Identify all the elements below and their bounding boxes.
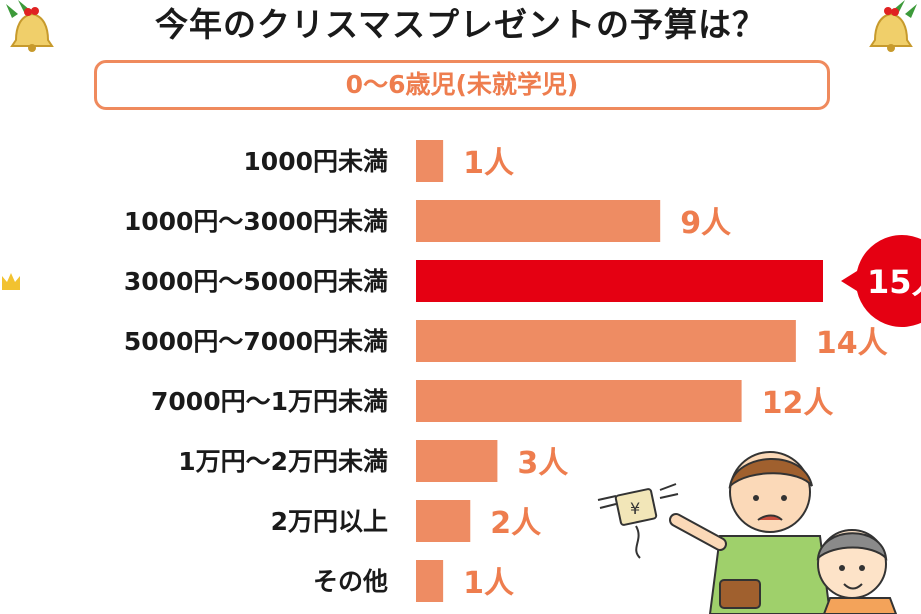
bar — [416, 440, 498, 482]
crown-icon — [2, 273, 20, 290]
chart-subtitle: 0〜6歳児(未就学児) — [94, 60, 830, 110]
data-label: 1人 — [463, 146, 514, 181]
data-label: 12人 — [762, 386, 834, 421]
data-label: 9人 — [680, 206, 731, 241]
data-label: 15人 — [867, 263, 921, 301]
category-label: 1000円未満 — [243, 147, 388, 176]
data-label: 14人 — [816, 326, 888, 361]
svg-text:¥: ¥ — [630, 499, 640, 518]
bar — [416, 320, 796, 362]
bar — [416, 200, 661, 242]
data-label: 3人 — [517, 446, 568, 481]
bar — [416, 140, 444, 182]
category-label: 1万円〜2万円未満 — [178, 447, 388, 476]
category-label: その他 — [313, 567, 388, 596]
value-callout — [841, 235, 921, 327]
bar — [416, 260, 823, 302]
category-label: 7000円〜1万円未満 — [151, 387, 388, 416]
chart-title: 今年のクリスマスプレゼントの予算は？ — [154, 5, 766, 44]
bell-icon — [6, 0, 54, 52]
bar-chart: 1000円未満 1人 1000円〜3000円未満 9人 3000円〜5000円未満 15人… — [2, 140, 921, 602]
category-label: 5000円〜7000円未満 — [124, 327, 388, 356]
category-label: 3000円〜5000円未満 — [124, 267, 388, 296]
bell-icon — [869, 0, 917, 52]
bar — [416, 500, 471, 542]
bar — [416, 380, 742, 422]
data-label: 1人 — [463, 566, 514, 601]
category-label: 2万円以上 — [271, 507, 388, 536]
wallet-icon: ¥ — [597, 483, 679, 559]
data-label: 2人 — [490, 506, 541, 541]
bar — [416, 560, 444, 602]
category-label: 1000円〜3000円未満 — [124, 207, 388, 236]
family-illustration: ¥ — [597, 451, 898, 614]
